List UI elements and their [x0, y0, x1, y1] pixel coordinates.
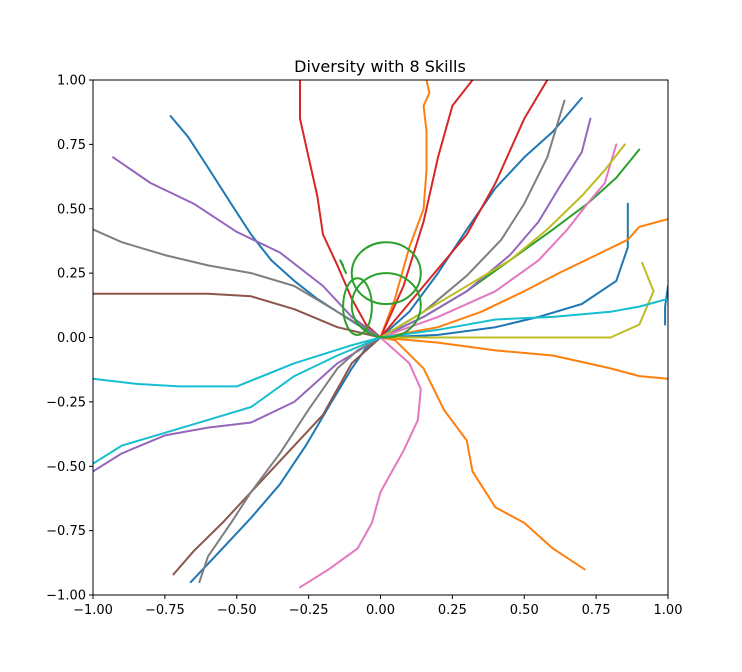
y-tick-label: −0.50 — [46, 460, 86, 475]
trajectory-line-13 — [379, 80, 549, 339]
trajectory-line-11 — [299, 80, 382, 339]
trajectory-line-6 — [379, 80, 431, 339]
trajectory-line-22 — [198, 336, 382, 584]
loop-trajectory-1 — [350, 272, 422, 339]
trajectory-line-5 — [379, 336, 586, 571]
trajectory-line-14 — [112, 156, 382, 339]
trajectory-line-20 — [379, 143, 618, 339]
trajectory-line-27 — [93, 336, 382, 465]
y-tick-label: −0.75 — [46, 524, 86, 539]
trajectory-line-4 — [664, 285, 668, 326]
y-tick-label: 0.25 — [57, 267, 86, 282]
trajectory-line-26 — [93, 336, 382, 388]
x-tick-label: 0.25 — [438, 603, 467, 618]
y-tick-label: 0.75 — [57, 138, 86, 153]
chart-title: Diversity with 8 Skills — [294, 57, 466, 76]
x-tick-label: −0.75 — [145, 603, 185, 618]
trajectory-line-7 — [379, 218, 668, 339]
y-tick-label: −1.00 — [46, 589, 86, 604]
trajectory-line-28 — [379, 297, 668, 339]
trajectory-line-10 — [339, 259, 347, 275]
trajectory-line-8 — [379, 336, 668, 380]
trajectory-line-15 — [93, 336, 382, 473]
loop-trajectory-2 — [342, 277, 373, 336]
x-tick-label: 1.00 — [654, 603, 683, 618]
y-tick-label: 0.50 — [57, 202, 86, 217]
y-tick-label: −0.25 — [46, 395, 86, 410]
trajectory-line-3 — [379, 202, 629, 339]
x-tick-label: 0.75 — [582, 603, 611, 618]
loop-trajectory-0 — [350, 241, 422, 306]
x-tick-label: 0.00 — [366, 603, 395, 618]
x-tick-label: −0.25 — [289, 603, 329, 618]
trajectory-line-25 — [379, 261, 655, 339]
y-tick-label: 1.00 — [57, 74, 86, 89]
trajectory-line-21 — [93, 228, 382, 339]
trajectory-line-17 — [93, 292, 382, 339]
trajectory-line-19 — [299, 336, 422, 589]
trajectory-line-18 — [172, 336, 382, 576]
x-axis: −1.00 −0.75 −0.50 −0.25 0.00 0.25 0.50 0.75 1.00 — [73, 595, 682, 618]
trajectory-line-12 — [379, 80, 474, 339]
x-tick-label: −0.50 — [217, 603, 257, 618]
trajectory-line-16 — [379, 117, 592, 339]
x-tick-label: 0.50 — [510, 603, 539, 618]
x-tick-label: −1.00 — [73, 603, 113, 618]
y-axis: −1.00 −0.75 −0.50 −0.25 0.00 0.25 0.50 0.75 1.00 — [46, 74, 93, 604]
plot-lines — [93, 80, 668, 589]
y-tick-label: 0.00 — [57, 331, 86, 346]
trajectory-line-24 — [379, 143, 626, 339]
